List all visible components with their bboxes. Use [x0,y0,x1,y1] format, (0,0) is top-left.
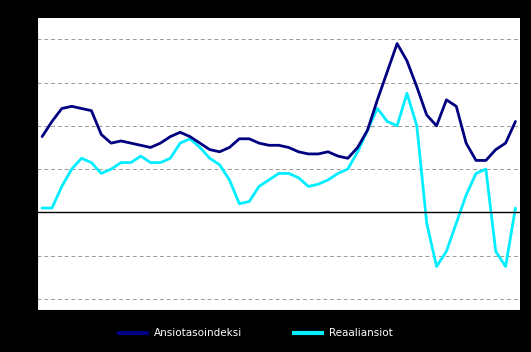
Text: Ansiotasoindeksi: Ansiotasoindeksi [154,328,242,338]
Text: Reaaliansiot: Reaaliansiot [329,328,393,338]
